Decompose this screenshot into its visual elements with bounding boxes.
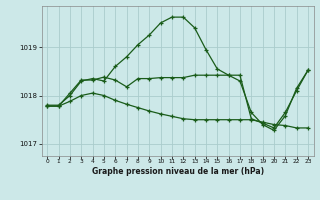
X-axis label: Graphe pression niveau de la mer (hPa): Graphe pression niveau de la mer (hPa) (92, 167, 264, 176)
